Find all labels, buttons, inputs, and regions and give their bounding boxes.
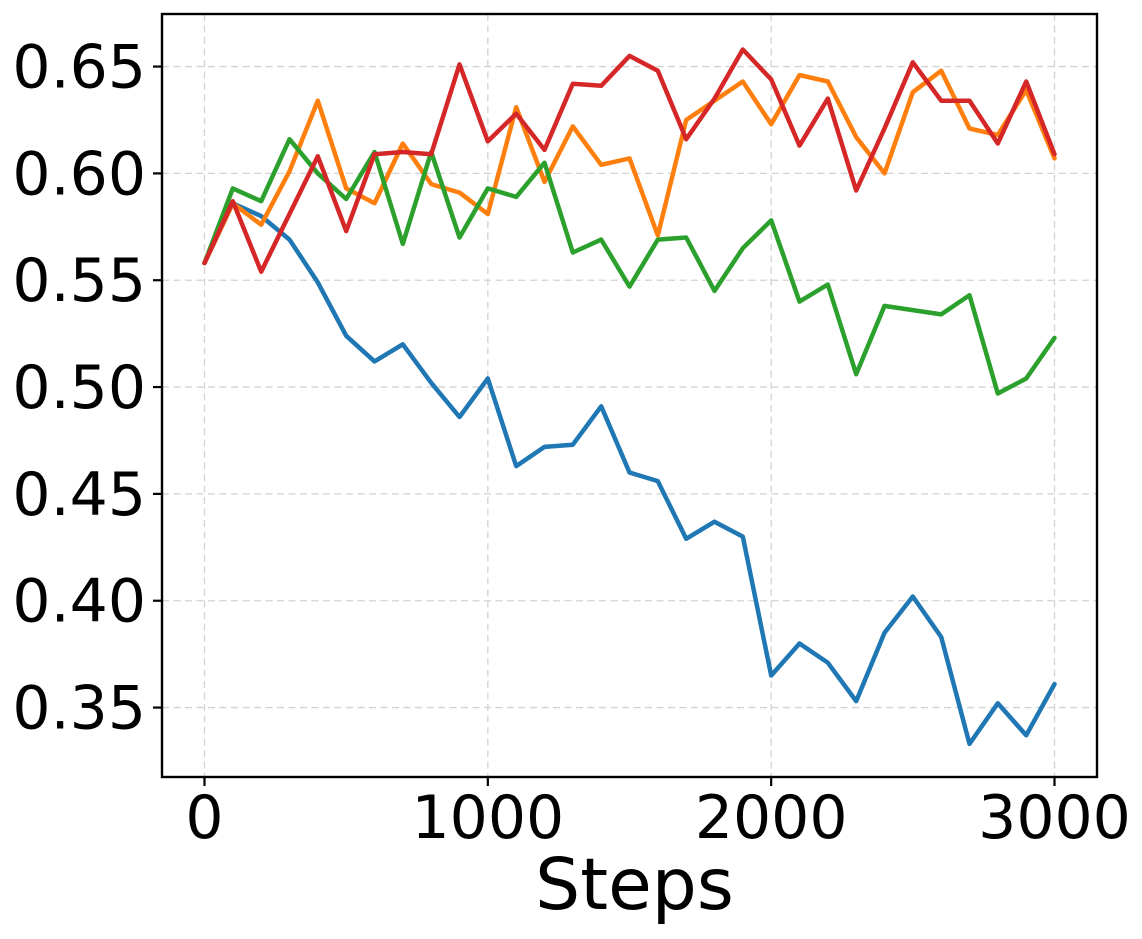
y-tick-label: 0.60 [12,139,146,209]
series-line-green [202,136,1057,396]
y-tick-label: 0.35 [12,674,146,744]
y-tick-label: 0.50 [12,353,146,423]
y-tick-label: 0.40 [12,567,146,637]
plot-frame [160,12,1099,779]
y-tick-label: 0.45 [12,460,146,530]
label-layer: 0 1000 2000 3000 0.35 0.40 0.45 0.50 0.55 0.60 0.6… [12,33,1130,926]
x-tick-label: 2000 [695,783,848,853]
series-line-orange [202,68,1057,266]
y-tick-label: 0.55 [12,246,146,316]
series-layer [202,47,1057,747]
tick-layer [153,65,1056,786]
x-tick-label: 1000 [411,783,564,853]
series-line-blue [202,201,1057,747]
y-tick-label: 0.65 [12,33,146,103]
x-tick-label: 0 [185,783,223,853]
x-axis-label: Steps [535,843,734,926]
series-line-red [202,47,1057,274]
x-tick-label: 3000 [978,783,1131,853]
grid-layer [162,14,1097,777]
